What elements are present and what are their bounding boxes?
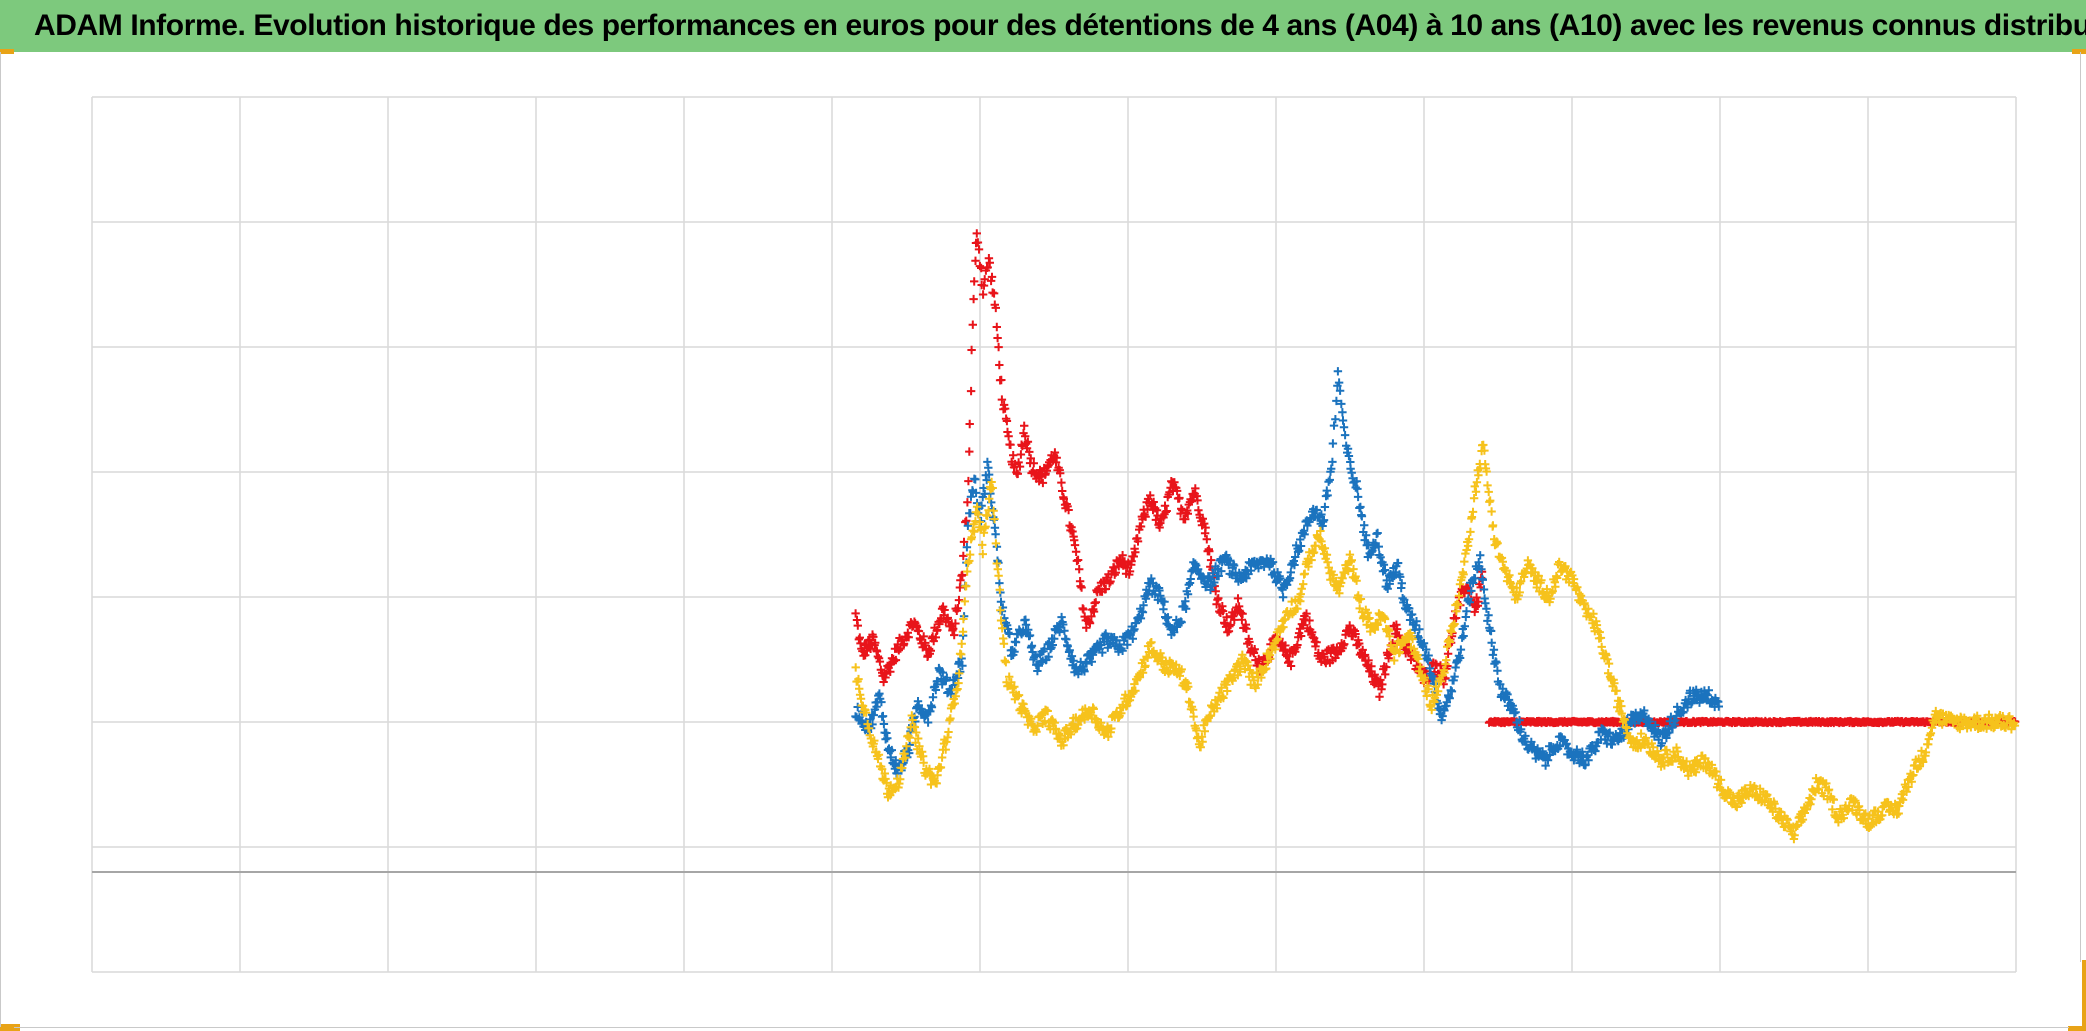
chart-gridlines bbox=[91, 96, 2017, 973]
frame-bottom-edge bbox=[14, 1027, 2069, 1028]
chart-series-marks bbox=[851, 229, 2020, 844]
series-3-markers bbox=[851, 367, 1723, 778]
corner-mark-bottom-right bbox=[2068, 960, 2086, 1031]
corner-mark-top-left bbox=[0, 49, 14, 54]
chart-title: ADAM Informe. Evolution historique des p… bbox=[34, 9, 2086, 42]
frame-right-edge bbox=[2080, 52, 2081, 962]
corner-mark-top-right bbox=[2072, 49, 2086, 54]
chart-title-bar: ADAM Informe. Evolution historique des p… bbox=[0, 0, 2086, 52]
corner-mark-bottom-left bbox=[0, 1024, 20, 1031]
series-4-markers bbox=[851, 440, 2020, 844]
frame-left-edge bbox=[0, 52, 1, 1027]
